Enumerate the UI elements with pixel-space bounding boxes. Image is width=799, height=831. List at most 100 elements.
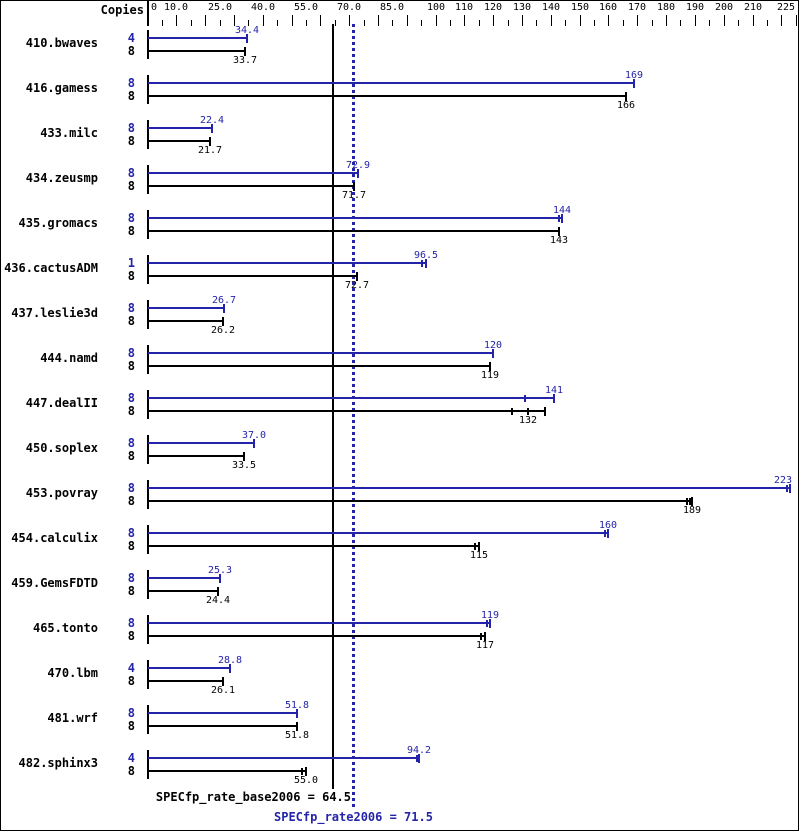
peak-value-label: 72.9 [345,160,371,171]
base-bar [148,50,245,52]
base-value-label: 21.7 [197,145,223,156]
row-axis-segment [147,300,149,329]
peak-bar [148,622,490,624]
row-axis-segment [147,255,149,284]
base-bar [148,230,559,232]
peak-value-label: 119 [480,610,500,621]
benchmark-label: 454.calculix [11,531,98,545]
peak-copies-label: 8 [127,346,135,360]
base-bar-end-cap [305,767,307,776]
benchmark-label: 481.wrf [47,711,98,725]
base-bar [148,410,545,412]
peak-copies-label: 1 [127,256,135,270]
row-axis-segment [147,660,149,689]
base-bar-end-cap [353,182,355,191]
x-axis-tick-label: 210 [743,2,763,13]
x-axis-tick-label: 150 [570,2,590,13]
peak-bar [148,487,790,489]
benchmark-label: 444.namd [40,351,98,365]
base-run-mark [689,498,691,505]
x-axis-tick-label: 25.0 [207,2,233,13]
x-axis-minor-tick [594,20,595,26]
base-copies-label: 8 [127,494,135,508]
base-value-label: 26.2 [210,325,236,336]
x-axis-major-tick [292,15,293,26]
base-value-label: 72.7 [344,280,370,291]
base-bar [148,635,485,637]
base-bar-end-cap [222,317,224,326]
x-axis-minor-tick [652,20,653,26]
benchmark-label: 447.dealII [25,396,98,410]
x-axis-major-tick [724,15,725,26]
base-run-mark [527,408,529,415]
peak-bar-end-cap [357,169,359,178]
peak-bar [148,307,224,309]
base-copies-label: 8 [127,404,135,418]
peak-run-mark [786,485,788,492]
peak-value-label: 160 [598,520,618,531]
x-axis-minor-tick [479,20,480,26]
base-mean-label: SPECfp_rate_base2006 = 64.5 [155,790,351,804]
x-axis-major-tick [493,15,494,26]
peak-bar [148,172,358,174]
peak-value-label: 169 [624,70,644,81]
base-copies-label: 8 [127,89,135,103]
base-copies-label: 8 [127,134,135,148]
peak-run-mark [604,530,606,537]
peak-value-label: 141 [544,385,564,396]
base-value-label: 166 [616,100,636,111]
base-run-mark [686,498,688,505]
x-axis-tick-label: 55.0 [293,2,319,13]
base-value-label: 132 [518,415,538,426]
peak-bar [148,82,634,84]
base-value-label: 143 [549,235,569,246]
copies-column-header: Copies [100,3,144,17]
base-value-label: 115 [469,550,489,561]
base-value-label: 71.7 [341,190,367,201]
peak-bar [148,757,419,759]
x-axis-tick-label: 100 [426,2,446,13]
base-copies-label: 8 [127,584,135,598]
x-axis-major-tick [263,15,264,26]
x-axis-major-tick [695,15,696,26]
peak-bar [148,712,297,714]
row-axis-segment [147,75,149,104]
base-bar-end-cap [244,47,246,56]
x-axis-major-tick [464,15,465,26]
benchmark-label: 416.gamess [25,81,98,95]
x-axis-minor-tick [220,20,221,26]
base-bar-end-cap [489,362,491,371]
base-copies-label: 8 [127,539,135,553]
peak-copies-label: 8 [127,706,135,720]
base-run-mark [480,633,482,640]
x-axis-tick-label: 200 [714,2,734,13]
peak-value-label: 96.5 [413,250,439,261]
reference-line-peak_mean [352,24,355,808]
base-bar [148,275,357,277]
x-axis-major-tick [753,15,754,26]
row-axis-segment [147,30,149,59]
x-axis-tick-label: 40.0 [250,2,276,13]
benchmark-label: 410.bwaves [25,36,98,50]
x-axis-tick-label: 225 [776,2,795,13]
row-axis-segment [147,615,149,644]
base-run-mark [474,543,476,550]
peak-copies-label: 8 [127,121,135,135]
peak-bar [148,667,230,669]
base-value-label: 51.8 [284,730,310,741]
row-axis-segment [147,390,149,419]
x-axis-tick-label: 110 [454,2,474,13]
base-value-label: 33.5 [231,460,257,471]
peak-bar-end-cap [296,709,298,718]
base-copies-label: 8 [127,314,135,328]
x-axis-minor-tick [709,20,710,26]
base-bar [148,590,218,592]
peak-bar [148,262,426,264]
x-axis-minor-tick [335,20,336,26]
base-copies-label: 8 [127,449,135,463]
x-axis-minor-tick [738,20,739,26]
peak-copies-label: 8 [127,526,135,540]
benchmark-label: 433.milc [40,126,98,140]
base-bar-end-cap [625,92,627,101]
